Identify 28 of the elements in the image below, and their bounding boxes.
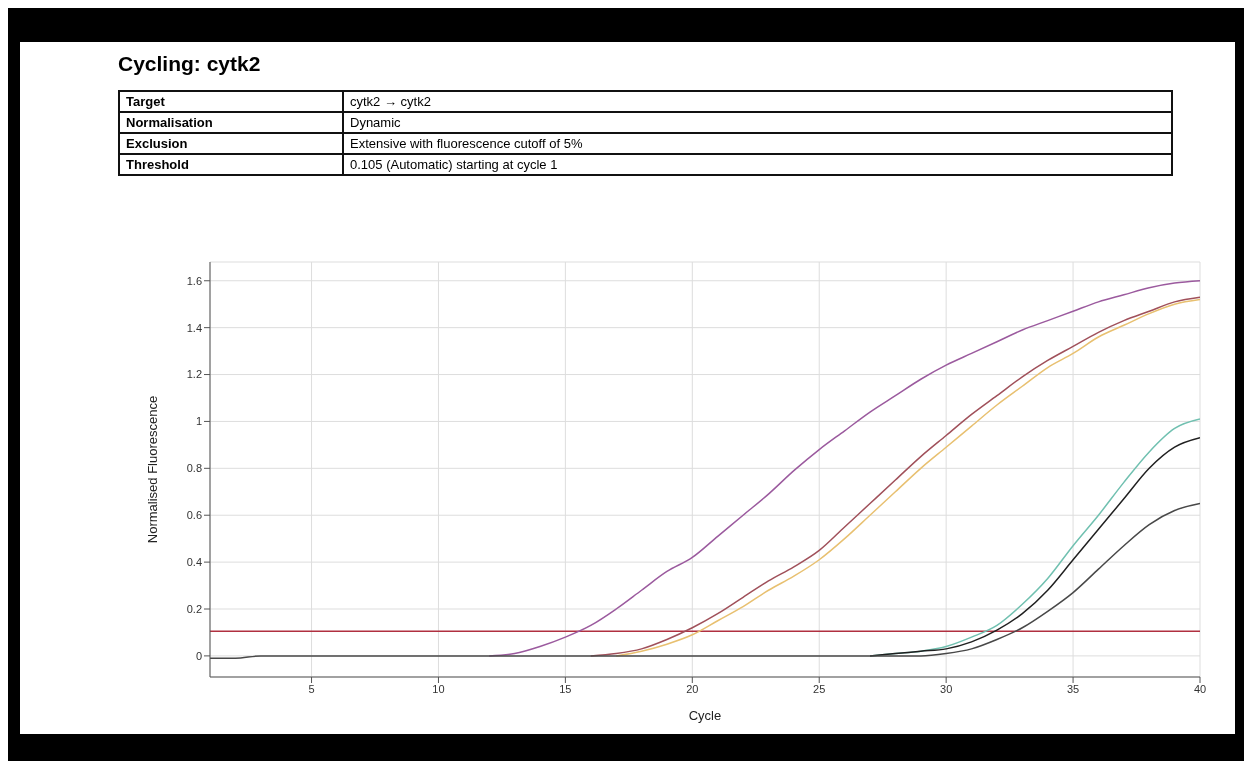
text: Normalisation [119, 112, 343, 133]
y-tick-label: 0.6 [186, 509, 202, 522]
x-tick-label: 25 [813, 682, 826, 695]
y-tick-label: 0.2 [186, 602, 202, 615]
y-tick-label: 1 [195, 415, 202, 428]
x-tick-label: 35 [1066, 682, 1080, 695]
x-axis-title: Cycle [688, 708, 722, 723]
chart-title: Cycling: cytk2 [118, 52, 261, 76]
x-tick-label: 5 [308, 682, 315, 695]
y-tick-label: 1.2 [186, 368, 202, 381]
x-tick-label: 15 [559, 682, 572, 695]
text: Exclusion [119, 133, 343, 154]
text: cytk2 → cytk2 [343, 91, 1172, 112]
text: Threshold [119, 154, 343, 175]
text: Dynamic [343, 112, 1172, 133]
x-tick-label: 10 [432, 682, 445, 695]
y-tick-label: 0.4 [186, 556, 202, 569]
y-tick-label: 0.8 [186, 462, 202, 475]
text: Extensive with fluorescence cutoff of 5% [343, 133, 1172, 154]
text: Target [119, 91, 343, 112]
y-axis-title: Normalised Fluorescence [144, 395, 160, 544]
y-tick-label: 1.4 [186, 321, 202, 334]
y-tick-label: 1.6 [186, 274, 202, 287]
text: 0.105 (Automatic) starting at cycle 1 [343, 154, 1172, 175]
y-tick-label: 0 [195, 649, 202, 662]
x-tick-label: 40 [1193, 682, 1207, 695]
x-tick-label: 30 [940, 682, 953, 695]
x-tick-label: 20 [686, 682, 699, 695]
